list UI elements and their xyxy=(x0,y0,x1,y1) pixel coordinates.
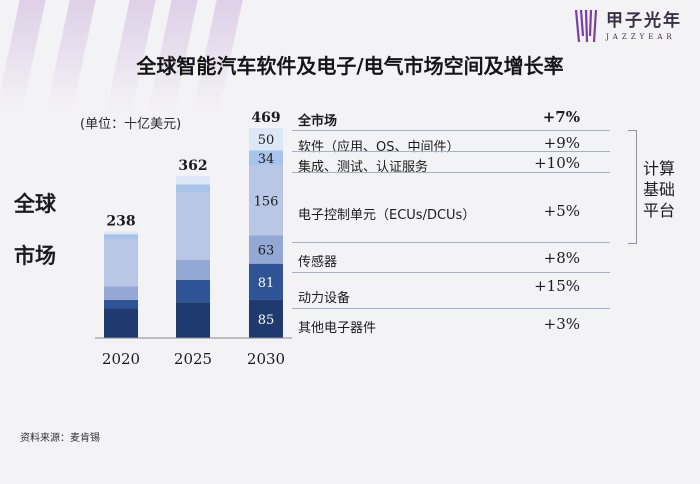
legend-row-growth: +15% xyxy=(534,277,580,295)
data-label-2030-2: 63 xyxy=(258,244,275,259)
legend-separator xyxy=(292,172,610,173)
logo-text: 甲子光年 xyxy=(606,11,682,31)
data-label-2030-0: 85 xyxy=(258,313,275,328)
bar-segment-2020-4 xyxy=(104,234,138,240)
legend-row-growth: +10% xyxy=(534,154,580,172)
legend-row-growth: +7% xyxy=(542,108,580,126)
brand-logo: 甲子光年 JAZZYEAR xyxy=(574,6,682,44)
bar-segment-2020-2 xyxy=(104,286,138,300)
legend-row-label: 传感器 xyxy=(298,255,338,270)
market-label-2: 市场 xyxy=(14,243,56,268)
legend-row-label: 集成、测试、认证服务 xyxy=(298,160,429,175)
legend-row-label: 电子控制单元（ECUs/DCUs） xyxy=(298,208,476,223)
bar-segment-2030-0 xyxy=(249,299,283,338)
bar-segment-2025-4 xyxy=(176,184,210,193)
bar-segment-2020-1 xyxy=(104,299,138,309)
legend-row-label: 全市场 xyxy=(298,114,338,129)
bar-segment-2020-0 xyxy=(104,308,138,338)
logo-subtext: JAZZYEAR xyxy=(606,33,676,41)
x-tick-label: 2030 xyxy=(247,350,285,368)
bar-segment-2030-3 xyxy=(249,165,283,236)
bar-segment-2025-0 xyxy=(176,302,210,338)
bar-segment-2025-1 xyxy=(176,279,210,303)
legend-separator xyxy=(292,242,610,243)
data-label-2030-3: 156 xyxy=(254,195,279,210)
legend-row-growth: +8% xyxy=(543,249,580,267)
logo-mark-icon xyxy=(574,9,598,43)
x-tick-label: 2025 xyxy=(174,350,212,368)
legend-row-label: 动力设备 xyxy=(298,291,351,306)
data-label-2030-4: 34 xyxy=(258,152,275,167)
legend-row-label: 其他电子器件 xyxy=(298,321,377,336)
bar-segment-2030-5 xyxy=(249,128,283,151)
bar-segment-2030-4 xyxy=(249,150,283,166)
source-note: 资料来源：麦肯锡 xyxy=(20,433,100,444)
platform-label: 计算基础平台 xyxy=(643,159,676,220)
legend-separator xyxy=(292,272,610,273)
bar-segment-2025-5 xyxy=(176,175,210,185)
data-label-2030-5: 50 xyxy=(258,133,275,148)
legend-separator xyxy=(292,151,610,152)
x-tick-label: 2020 xyxy=(102,350,140,368)
legend-row-growth: +3% xyxy=(543,315,580,333)
legend-row-growth: +5% xyxy=(543,202,580,220)
total-label-2030: 469 xyxy=(251,110,280,126)
legend-row-growth: +9% xyxy=(543,134,580,152)
bar-segment-2020-5 xyxy=(104,231,138,235)
legend-row-label: 软件（应用、OS、中间件） xyxy=(298,140,460,155)
legend-separator xyxy=(292,130,610,131)
market-label-1: 全球 xyxy=(14,191,56,216)
bar-segment-2020-3 xyxy=(104,239,138,287)
chart-title: 全球智能汽车软件及电子/电气市场空间及增长率 xyxy=(136,54,564,78)
bar-segment-2030-2 xyxy=(249,235,283,264)
unit-label: (单位：十亿美元) xyxy=(80,117,182,132)
bar-segment-2025-2 xyxy=(176,259,210,280)
data-label-2030-1: 81 xyxy=(258,276,275,291)
bar-segment-2030-1 xyxy=(249,263,283,300)
total-label-2025: 362 xyxy=(178,158,207,174)
legend-separator xyxy=(292,308,610,309)
bar-segment-2025-3 xyxy=(176,192,210,260)
total-label-2020: 238 xyxy=(106,213,135,229)
platform-bracket xyxy=(628,130,637,244)
